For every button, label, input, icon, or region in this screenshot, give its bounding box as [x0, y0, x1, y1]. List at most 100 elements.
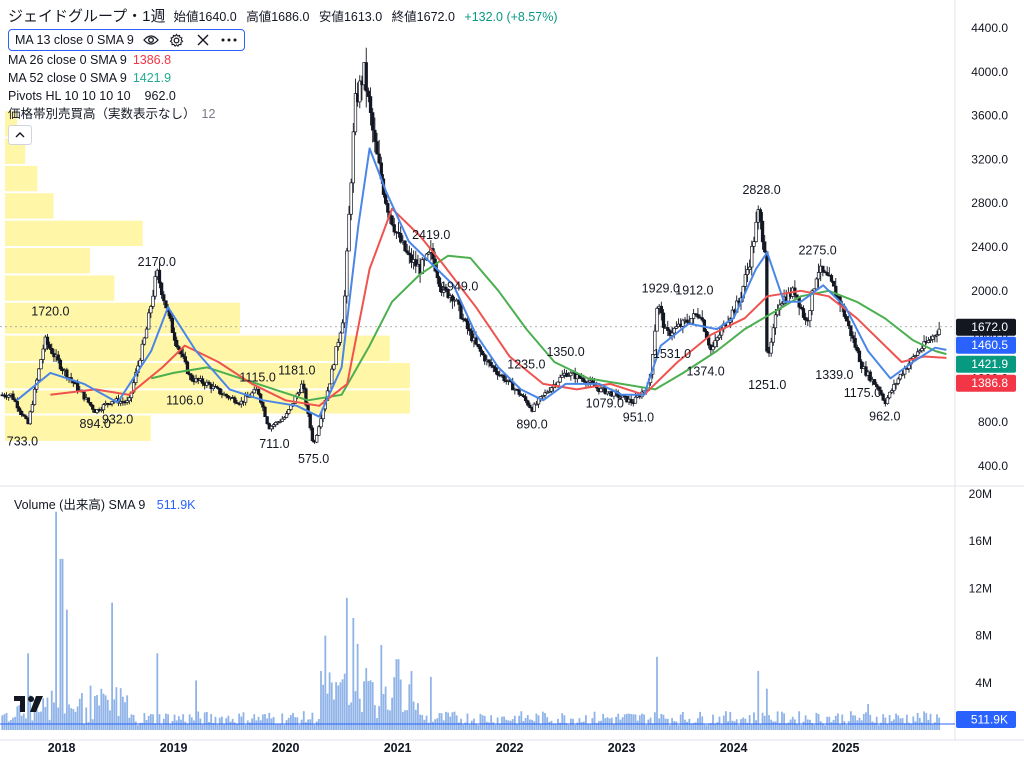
chevron-up-icon[interactable] [8, 125, 32, 145]
volume-bar [828, 716, 831, 730]
gear-icon[interactable] [168, 31, 186, 49]
price-tag-label: 1672.0 [971, 320, 1008, 334]
more-icon[interactable] [220, 31, 238, 49]
tradingview-logo[interactable] [12, 690, 48, 718]
candle-body [82, 391, 86, 400]
candle-body [383, 194, 388, 204]
volume-bar [877, 725, 880, 730]
volume-bar [860, 720, 863, 730]
volume-bar [281, 713, 284, 730]
volume-bar [466, 713, 469, 730]
volume-bar [3, 714, 6, 730]
volume-bar [367, 681, 370, 730]
volume-bar [100, 688, 103, 730]
volume-bar [397, 659, 400, 730]
symbol-title[interactable]: ジェイドグループ・1週 [8, 8, 166, 25]
volume-profile-legend[interactable]: 価格帯別売買高（実数表示なし） 12 [8, 105, 558, 123]
volume-bar [690, 724, 693, 730]
candle-body [543, 392, 547, 396]
volume-bar [337, 685, 340, 730]
candle-body [58, 359, 63, 370]
volume-bar [806, 719, 809, 730]
ma13-line[interactable] [16, 147, 947, 418]
volume-bar [74, 711, 77, 730]
volume-bar [733, 721, 736, 730]
candle-body [629, 398, 633, 403]
volume-bar [48, 719, 51, 730]
ma52-line[interactable] [150, 254, 947, 402]
pivot-label: 1374.0 [686, 364, 724, 378]
candle-body [526, 400, 530, 406]
volume-bar [124, 702, 126, 730]
volume-bar [770, 719, 773, 730]
ma13-legend[interactable]: MA 13 close 0 SMA 9 [8, 29, 245, 51]
candle-body [894, 383, 898, 385]
price-tick-label: 4000.0 [971, 65, 1008, 79]
candle-body [532, 403, 536, 412]
volume-bar [160, 724, 163, 730]
ma26-legend[interactable]: MA 26 close 0 SMA 9 1386.8 [8, 51, 558, 69]
volume-bar [154, 723, 157, 730]
volume-bar [550, 720, 553, 730]
candle-body [717, 334, 722, 339]
volume-bar [757, 671, 760, 730]
volume-bar [787, 722, 790, 730]
volume-bar [399, 679, 402, 730]
candle-body [392, 224, 396, 233]
candle-body [265, 416, 269, 424]
candle-body [707, 337, 711, 346]
volume-bar [438, 713, 441, 730]
volume-bar [826, 716, 829, 730]
candle-body [467, 328, 472, 332]
candle-body [366, 90, 371, 97]
ma52-legend[interactable]: MA 52 close 0 SMA 9 1421.9 [8, 69, 558, 87]
candle-body [780, 303, 784, 306]
volume-bar [333, 699, 335, 730]
volume-bar [14, 716, 17, 730]
volume-legend[interactable]: Volume (出来高) SMA 9 511.9K [14, 494, 196, 513]
volume-bar [565, 723, 568, 730]
price-tag-label: 1421.9 [971, 357, 1008, 371]
candle-body [487, 359, 491, 363]
ma26-line[interactable] [50, 207, 947, 407]
pivots-value: 962.0 [144, 89, 176, 103]
volume-bar [109, 710, 111, 730]
pivot-label: 1912.0 [675, 283, 713, 297]
candle-body [760, 220, 765, 243]
candle-body [672, 327, 676, 334]
volume-bar [212, 723, 215, 730]
candle-body [304, 388, 308, 406]
candle-body [50, 347, 54, 354]
candle-body [233, 397, 237, 403]
volume-bar [167, 714, 169, 730]
volume-bar [643, 714, 645, 730]
volume-bar [729, 711, 732, 730]
volume-bar [102, 693, 105, 730]
volume-bar [707, 723, 710, 730]
volume-bar [445, 711, 447, 730]
volume-bar [106, 699, 109, 730]
candle-body [750, 246, 754, 268]
candle-body [567, 375, 571, 377]
pivots-legend[interactable]: Pivots HL 10 10 10 10 962.0 [8, 87, 558, 105]
pivot-label: 951.0 [623, 411, 654, 425]
volume-bar [186, 723, 189, 730]
volume-bar [268, 712, 271, 730]
eye-icon[interactable] [142, 31, 160, 49]
volume-bar [417, 703, 419, 730]
volume-bar [692, 722, 695, 730]
volume-bar [348, 704, 350, 730]
volume-bar [518, 715, 521, 730]
volume-bar [653, 712, 656, 730]
candle-body [177, 346, 181, 350]
volume-bar [709, 723, 712, 730]
candle-body [872, 379, 877, 385]
volume-bar [720, 724, 723, 730]
close-icon[interactable] [194, 31, 212, 49]
volume-tick-label: 16M [969, 534, 992, 548]
volume-bar [210, 714, 213, 730]
volume-bar [890, 721, 893, 730]
volume-tick-label: 12M [969, 581, 992, 595]
candle-body [715, 337, 719, 341]
